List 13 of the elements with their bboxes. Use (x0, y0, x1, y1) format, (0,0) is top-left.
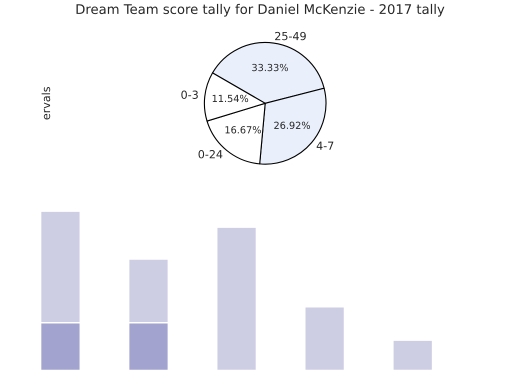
slice-label: 25-49 (275, 32, 306, 40)
bar (304, 306, 346, 370)
data-label: 26.92% (274, 122, 310, 129)
data-label: 16.67% (225, 126, 261, 134)
bar (392, 340, 434, 370)
bar (216, 226, 258, 370)
slice-label: 0-24 (198, 150, 222, 158)
data-label: 33.33% (252, 64, 288, 72)
chart-title: Dream Team score tally for Daniel McKenzie - 2017 tally (76, 4, 444, 17)
slice-label: 0-3 (181, 90, 198, 99)
text: ervals (42, 87, 50, 120)
data-label: 11.54% (212, 94, 248, 102)
slice-label: 4-7 (316, 142, 334, 150)
